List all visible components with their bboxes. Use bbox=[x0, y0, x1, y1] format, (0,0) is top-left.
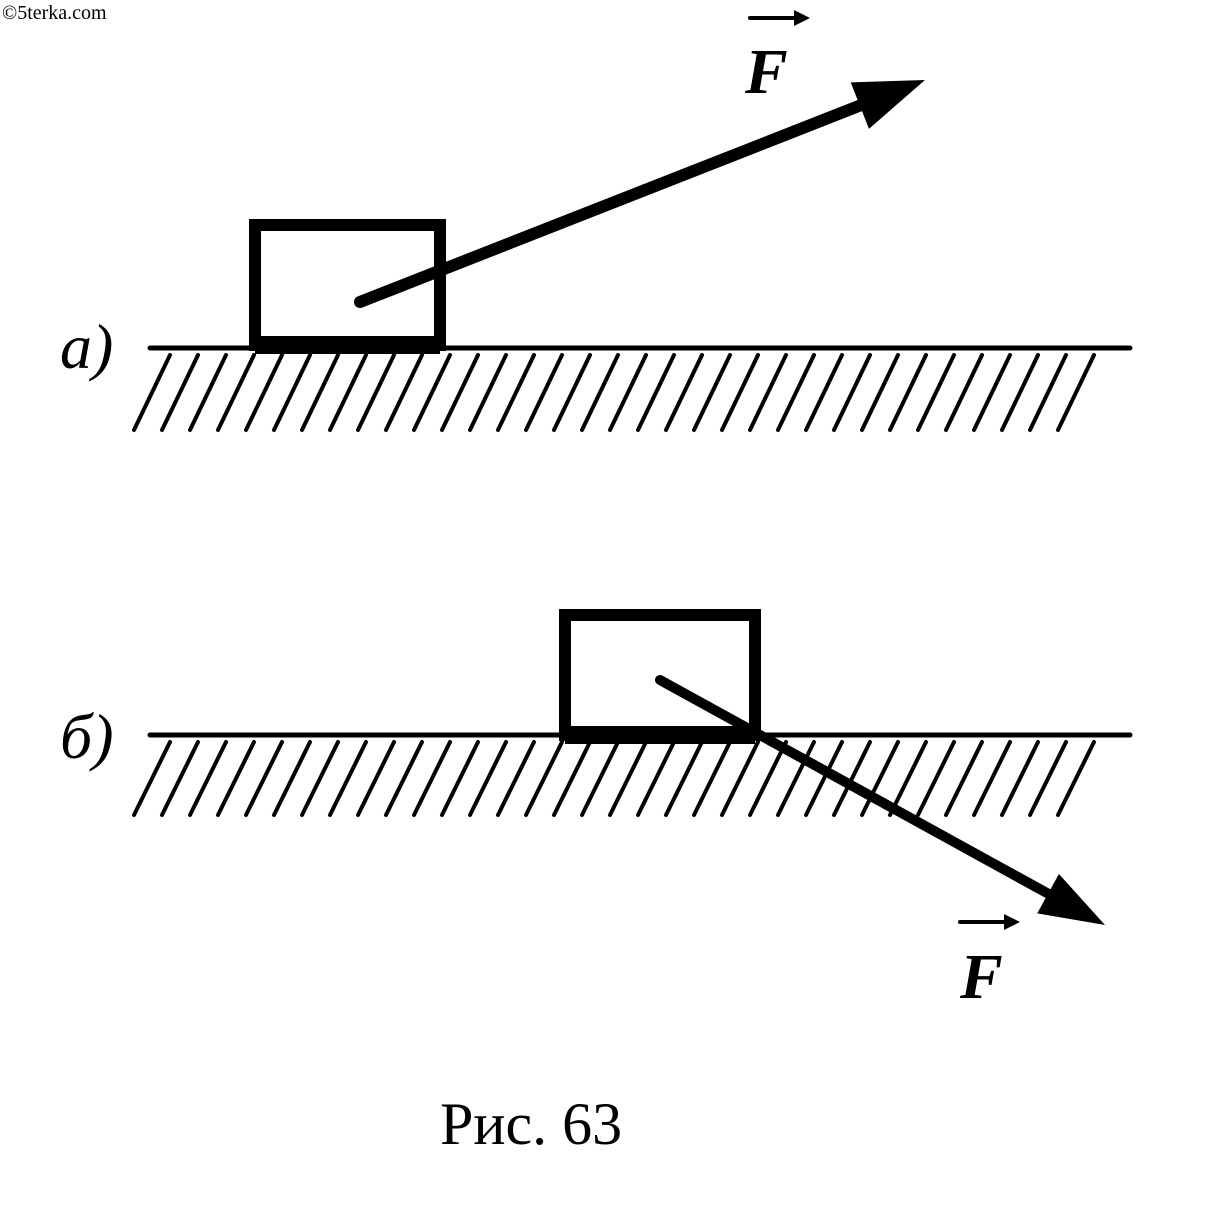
force-label-b: F bbox=[960, 940, 1003, 1014]
panel-b-label: б) bbox=[60, 700, 114, 774]
panel-a-force-arrow-shaft bbox=[360, 106, 860, 302]
figure-caption: Рис. 63 bbox=[440, 1090, 622, 1159]
force-label-a: F bbox=[745, 35, 788, 109]
panel-b-hatch bbox=[134, 742, 1094, 815]
panel-a-force-arrow-head bbox=[851, 80, 925, 129]
panel-a-hatch bbox=[134, 355, 1094, 430]
panel-b-vector-overline-head bbox=[1004, 914, 1020, 930]
diagram-svg bbox=[0, 0, 1217, 1205]
panel-b-force-arrow-head bbox=[1037, 874, 1105, 925]
panel-a-vector-overline-head bbox=[794, 10, 810, 26]
panel-a-label: а) bbox=[60, 310, 113, 384]
